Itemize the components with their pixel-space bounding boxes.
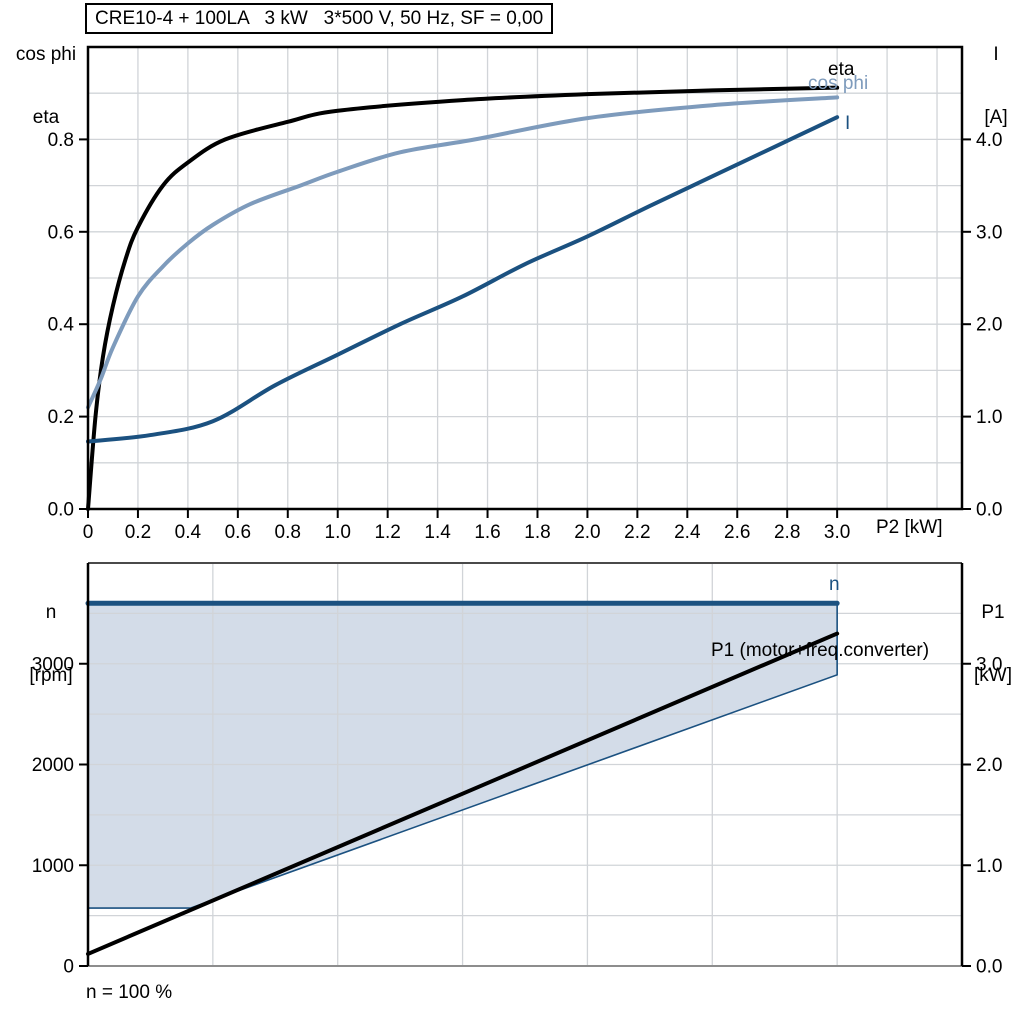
axis-title-cos-phi: cos phi — [15, 44, 77, 65]
x-tick-label: 0.6 — [225, 522, 251, 543]
axis-title-eta: eta — [32, 107, 60, 128]
x-tick-label: 0 — [83, 522, 94, 543]
x-tick-label: 2.0 — [574, 522, 600, 543]
operating-range-border — [88, 603, 838, 909]
left-tick-label: 2000 — [32, 755, 74, 776]
x-tick-label: 0.2 — [125, 522, 151, 543]
left-tick-label: 0.4 — [48, 315, 75, 336]
right-tick-label: 0.0 — [976, 957, 1002, 978]
top-left-axis-title: cos phi eta — [4, 2, 88, 170]
x-tick-label: 1.4 — [424, 522, 451, 543]
axis-title-rpm-unit: [rpm] — [29, 665, 73, 686]
curve-label-p1-motor-freq-converter: P1 (motor+freq.converter) — [711, 640, 930, 661]
curve-label-eta: eta — [828, 59, 855, 80]
bottom-right-axis-title: P1 [kW] — [964, 560, 1022, 728]
series-cos-phi — [86, 95, 840, 410]
axis-title-kw-unit: [kW] — [974, 665, 1012, 686]
axis-title-P1: P1 — [981, 602, 1005, 623]
x-tick-label: 2.8 — [774, 522, 800, 543]
x-tick-label: 0.8 — [275, 522, 301, 543]
x-tick-label: 0.4 — [175, 522, 202, 543]
x-tick-label: 2.4 — [674, 522, 701, 543]
x-tick-label: 2.2 — [624, 522, 650, 543]
top-right-axis-title: I [A] — [972, 2, 1020, 170]
axis-title-amps-unit: [A] — [984, 107, 1008, 128]
right-tick-label: 4.0 — [976, 130, 1002, 151]
axis-title-I: I — [993, 44, 999, 65]
left-tick-label: 0 — [63, 957, 74, 978]
speed-caption: n = 100 % — [86, 982, 173, 1003]
left-tick-label: 0.8 — [48, 130, 74, 151]
curve-label-current: I — [845, 113, 851, 134]
top-chart-canvas: 0 0.2 0.4 0.6 0.8 1.0 1.2 1.4 1.6 1.8 2.0 2.2 2.4 2.6… — [48, 45, 1002, 543]
plot-frame — [86, 45, 964, 511]
x-tick-label: 1.8 — [524, 522, 550, 543]
right-tick-label: 0.0 — [976, 500, 1002, 521]
x-axis-title: P2 [kW] — [876, 517, 943, 538]
chart-title: CRE10-4 + 100LA 3 kW 3*500 V, 50 Hz, SF … — [85, 3, 554, 34]
x-tick-label: 2.6 — [724, 522, 750, 543]
series-current — [86, 115, 840, 444]
series-p1-motor-freq-converter — [86, 631, 840, 956]
right-tick-label: 3.0 — [976, 654, 1002, 675]
curve-label-cos-phi: cos phi — [808, 73, 869, 94]
left-tick-label: 1000 — [32, 856, 74, 877]
bottom-chart-canvas: 0 1000 2000 3000 0.0 1.0 2.0 3.0 — [32, 562, 1002, 978]
x-tick-label: 1.2 — [374, 522, 400, 543]
bottom-left-axis-title: n [rpm] — [14, 560, 88, 728]
x-tick-label: 1.0 — [325, 522, 351, 543]
axis-title-n: n — [45, 602, 57, 623]
left-tick-label: 0.6 — [48, 222, 74, 243]
right-tick-label: 2.0 — [976, 755, 1002, 776]
left-tick-label: 0.0 — [48, 500, 74, 521]
right-tick-label: 2.0 — [976, 315, 1002, 336]
left-tick-label: 3000 — [32, 654, 74, 675]
x-tick-label: 3.0 — [824, 522, 850, 543]
right-tick-label: 1.0 — [976, 407, 1002, 428]
curve-label-speed: n — [829, 574, 840, 595]
right-tick-label: 1.0 — [976, 856, 1002, 877]
left-tick-label: 0.2 — [48, 407, 74, 428]
right-tick-label: 3.0 — [976, 222, 1002, 243]
x-tick-label: 1.6 — [474, 522, 500, 543]
series-eta — [86, 85, 840, 511]
